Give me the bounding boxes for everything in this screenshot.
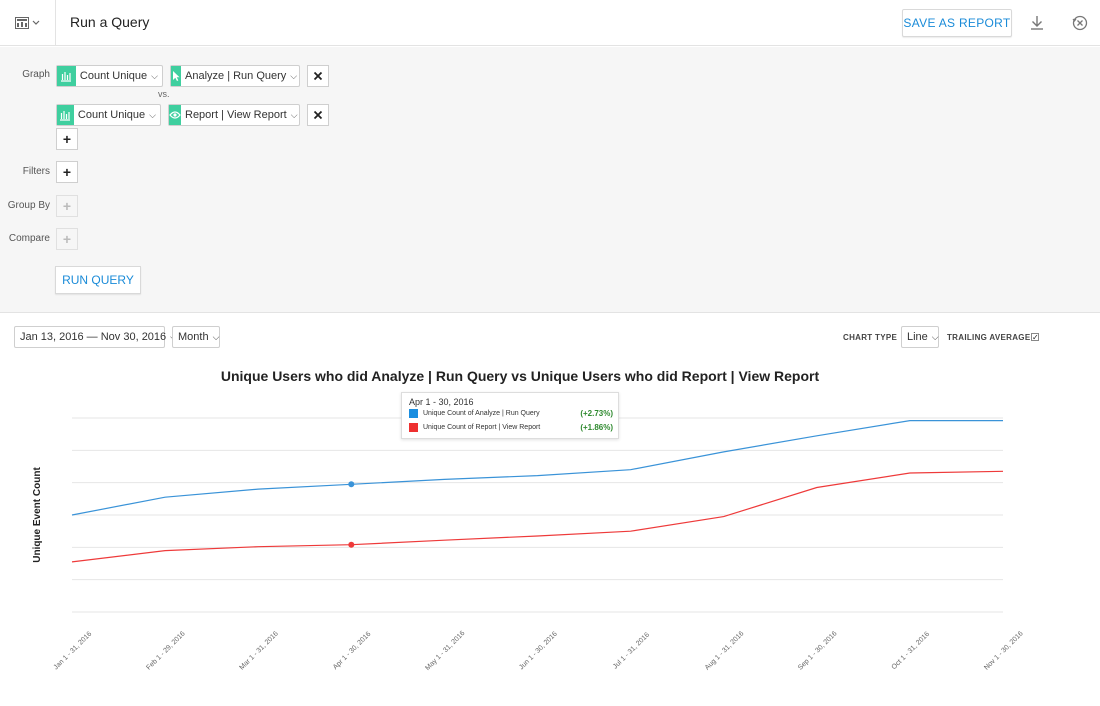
- chart-title: Unique Users who did Analyze | Run Query…: [220, 368, 820, 384]
- chevron-down-icon: ⌵: [931, 331, 939, 342]
- x-tick-label: Jan 1 - 31, 2016: [53, 631, 94, 672]
- chevron-down-icon: ⌵: [212, 331, 220, 342]
- x-tick-label: Mar 1 - 31, 2016: [239, 630, 280, 671]
- app-switcher[interactable]: [0, 0, 56, 46]
- tooltip-series-name: Unique Count of Analyze | Run Query: [423, 410, 540, 417]
- event-label-2: Report | View Report: [185, 109, 287, 121]
- trailing-average-checkbox[interactable]: ✓: [1031, 333, 1039, 342]
- event-dropdown-2[interactable]: Report | View Report ⌵: [168, 104, 300, 126]
- tooltip-series-change: (+2.73%): [580, 409, 613, 418]
- close-icon: [313, 110, 323, 120]
- bar-chart-icon: [57, 66, 76, 86]
- x-tick-label: May 1 - 31, 2016: [424, 630, 466, 672]
- x-tick-label: Aug 1 - 31, 2016: [704, 630, 746, 672]
- date-range-value: Jan 13, 2016 — Nov 30, 2016: [20, 331, 167, 343]
- close-circle-icon[interactable]: [1070, 13, 1090, 33]
- add-filter-button[interactable]: +: [56, 161, 78, 183]
- y-axis-label: Unique Event Count: [32, 467, 43, 563]
- tooltip-row: Unique Count of Analyze | Run Query (+2.…: [409, 409, 613, 418]
- add-series-button[interactable]: +: [56, 128, 78, 150]
- interval-value: Month: [178, 331, 209, 343]
- x-tick-label: Jun 1 - 30, 2016: [518, 631, 559, 672]
- chevron-down-icon: ⌵: [149, 109, 156, 120]
- tooltip-row: Unique Count of Report | View Report (+1…: [409, 423, 613, 432]
- page-title: Run a Query: [70, 14, 150, 30]
- event-label-1: Analyze | Run Query: [185, 70, 287, 82]
- x-tick-label: Oct 1 - 31, 2016: [891, 631, 932, 672]
- interval-dropdown[interactable]: Month ⌵: [172, 326, 220, 348]
- add-compare-button[interactable]: +: [56, 228, 78, 250]
- chevron-down-icon: [32, 20, 40, 25]
- top-bar: Run a Query SAVE AS REPORT: [0, 0, 1100, 46]
- filters-label: Filters: [22, 166, 50, 177]
- measure-dropdown-2[interactable]: Count Unique ⌵: [56, 104, 161, 126]
- x-tick-label: Apr 1 - 30, 2016: [332, 631, 373, 672]
- compare-label: Compare: [8, 233, 50, 244]
- group-by-label: Group By: [7, 200, 50, 211]
- measure-label-2: Count Unique: [77, 109, 146, 121]
- add-group-by-button[interactable]: +: [56, 195, 78, 217]
- chevron-down-icon: ⌵: [290, 70, 298, 81]
- plus-icon: +: [62, 231, 72, 247]
- query-builder: Graph Count Unique ⌵ Analyze | Run Query…: [0, 47, 1100, 313]
- save-as-report-button[interactable]: SAVE AS REPORT: [902, 9, 1012, 37]
- line-chart: Unique Event Count Jan 1 - 31, 2016 Feb 1 …: [32, 417, 1025, 672]
- chevron-down-icon: ⌵: [290, 109, 298, 120]
- chart-type-label: CHART TYPE: [843, 333, 898, 342]
- x-tick-label: Feb 1 - 29, 2016: [145, 630, 186, 671]
- highlighted-point-1: [348, 481, 355, 488]
- chart-grid-icon: [15, 17, 29, 29]
- vs-label: vs.: [158, 89, 170, 99]
- bar-chart-icon: [57, 105, 74, 125]
- series-swatch: [409, 409, 418, 418]
- run-query-button[interactable]: RUN QUERY: [55, 266, 141, 294]
- download-icon[interactable]: [1027, 13, 1047, 33]
- plus-icon: +: [62, 131, 72, 147]
- cursor-icon: [171, 66, 181, 86]
- event-dropdown-1[interactable]: Analyze | Run Query ⌵: [170, 65, 300, 87]
- chart-type-dropdown[interactable]: Line ⌵: [901, 326, 939, 348]
- graph-label: Graph: [22, 69, 50, 80]
- plus-icon: +: [62, 198, 72, 214]
- x-tick-label: Nov 1 - 30, 2016: [983, 630, 1025, 672]
- eye-icon: [169, 105, 181, 125]
- remove-series-2-button[interactable]: [307, 104, 329, 126]
- tooltip-series-name: Unique Count of Report | View Report: [423, 424, 541, 431]
- tooltip-series-change: (+1.86%): [580, 423, 613, 432]
- series-swatch: [409, 423, 418, 432]
- trailing-average-label: TRAILING AVERAGE: [947, 333, 1031, 342]
- chevron-down-icon: ⌵: [151, 70, 158, 81]
- close-icon: [313, 71, 323, 81]
- date-range-dropdown[interactable]: Jan 13, 2016 — Nov 30, 2016 ⌵: [14, 326, 177, 348]
- remove-series-1-button[interactable]: [307, 65, 329, 87]
- highlighted-point-2: [348, 541, 355, 548]
- measure-label-1: Count Unique: [79, 70, 148, 82]
- chart-type-value: Line: [907, 331, 928, 343]
- tooltip-heading: Apr 1 - 30, 2016: [409, 397, 474, 407]
- x-tick-label: Jul 1 - 31, 2016: [612, 631, 651, 670]
- plus-icon: +: [62, 164, 72, 180]
- chart-tooltip: Apr 1 - 30, 2016 Unique Count of Analyze…: [401, 392, 619, 439]
- measure-dropdown-1[interactable]: Count Unique ⌵: [56, 65, 163, 87]
- series-line-2: [71, 470, 1004, 563]
- series-line-1: [71, 420, 1003, 516]
- x-tick-label: Sep 1 - 30, 2016: [797, 630, 839, 672]
